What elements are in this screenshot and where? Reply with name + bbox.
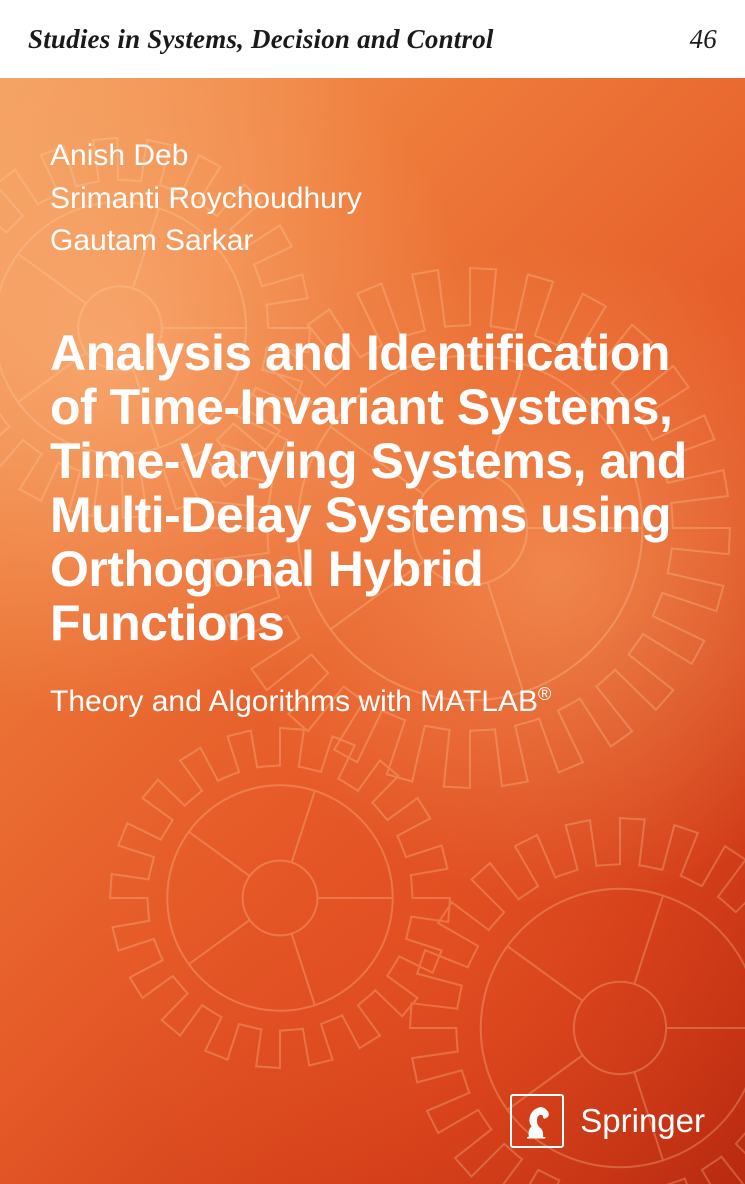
registered-mark: ® bbox=[538, 684, 551, 704]
series-name: Studies in Systems, Decision and Control bbox=[28, 24, 494, 55]
subtitle-text: Theory and Algorithms with MATLAB bbox=[50, 685, 538, 718]
author-3: Gautam Sarkar bbox=[50, 221, 695, 262]
book-cover: Studies in Systems, Decision and Control… bbox=[0, 0, 745, 1184]
springer-horse-icon bbox=[510, 1094, 564, 1148]
book-title: Analysis and Identification of Time-Inva… bbox=[50, 326, 695, 650]
author-2: Srimanti Roychoudhury bbox=[50, 179, 695, 220]
authors-block: Anish Deb Srimanti Roychoudhury Gautam S… bbox=[50, 136, 695, 262]
series-header: Studies in Systems, Decision and Control… bbox=[0, 0, 745, 78]
publisher-footer: Springer bbox=[510, 1094, 705, 1148]
author-1: Anish Deb bbox=[50, 136, 695, 177]
publisher-name: Springer bbox=[580, 1102, 705, 1140]
cover-main: Anish Deb Srimanti Roychoudhury Gautam S… bbox=[0, 78, 745, 1184]
series-volume: 46 bbox=[690, 24, 717, 55]
book-subtitle: Theory and Algorithms with MATLAB® bbox=[50, 684, 695, 719]
